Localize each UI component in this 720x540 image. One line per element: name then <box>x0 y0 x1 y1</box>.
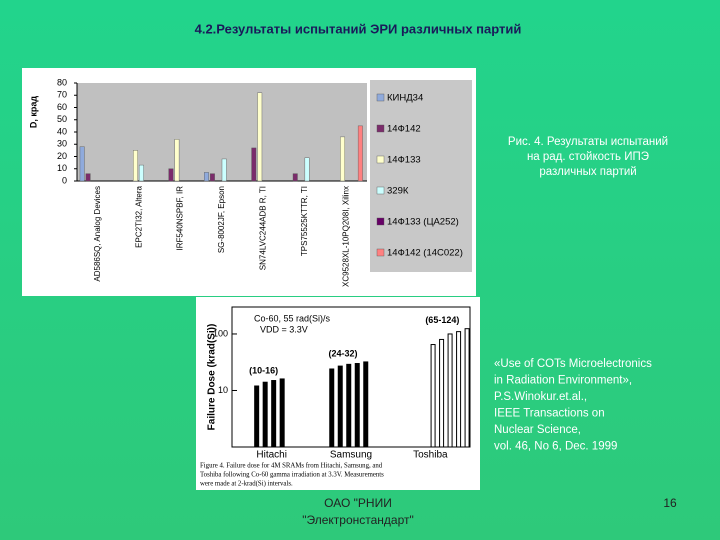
bar <box>304 157 310 182</box>
x-tick-label: SN74LVC244ADB R, TI <box>259 186 268 270</box>
x-tick-label: IRF540NSPBF, IR <box>176 186 185 251</box>
y-axis-label: D, крад <box>28 96 38 129</box>
page-number: 16 <box>663 496 677 510</box>
y-tick-label: 50 <box>57 114 67 124</box>
reference-line: IEEE Transactions on <box>494 408 605 420</box>
y-tick-label: 10 <box>57 163 67 173</box>
bar <box>439 338 445 448</box>
y-tick-label: 0 <box>62 175 67 185</box>
y-tick-label: 10 <box>218 385 228 395</box>
bar <box>85 173 91 182</box>
figure-caption: were made at 2-krad(Si) intervals. <box>200 481 293 488</box>
legend-label: 329К <box>387 186 409 197</box>
bar <box>204 172 209 182</box>
y-tick-label: 70 <box>57 90 67 100</box>
x-tick-label: SG-8002JF, Epson <box>217 186 226 253</box>
bar <box>251 147 257 182</box>
y-tick-label: 20 <box>57 151 67 161</box>
bar <box>133 150 138 182</box>
caption-line: различных партий <box>539 166 636 178</box>
footer-line: "Электронстандарт" <box>302 513 414 527</box>
legend-swatch <box>376 155 385 164</box>
bar <box>363 361 369 448</box>
bar <box>254 385 260 448</box>
legend-swatch <box>376 124 385 133</box>
legend-swatch <box>376 93 385 102</box>
bar <box>340 136 346 182</box>
y-tick-label: 100 <box>213 328 228 338</box>
figure-caption: Figure 4. Failure dose for 4M SRAMs from… <box>200 463 383 470</box>
group-note: (65-124) <box>425 315 459 325</box>
x-tick-label: Toshiba <box>413 450 448 461</box>
legend-label: 14Ф133 (ЦА252) <box>387 217 459 228</box>
bar <box>430 344 436 448</box>
legend-label: 14Ф133 <box>387 155 421 166</box>
y-tick-label: 80 <box>57 77 67 87</box>
bar <box>79 146 85 182</box>
group-note: (10-16) <box>249 365 278 375</box>
bar <box>447 333 453 448</box>
reference-line: Nuclear Science, <box>494 424 581 436</box>
bar <box>221 158 227 182</box>
bar <box>257 92 263 182</box>
annotation: Co-60, 55 rad(Si)/s <box>254 313 331 323</box>
bar <box>329 368 335 448</box>
y-tick-label: 40 <box>57 126 67 136</box>
caption-line: на рад. стойкость ИПЭ <box>527 151 649 163</box>
bar <box>464 328 470 448</box>
x-tick-label: TPS75525KTTR, TI <box>300 186 309 256</box>
bar <box>357 125 363 182</box>
y-tick-label: 60 <box>57 102 67 112</box>
slide-title: 4.2.Результаты испытаний ЭРИ различных п… <box>195 21 522 36</box>
bar <box>292 173 298 182</box>
reference-line: «Use of COTs Microelectronics <box>494 358 652 370</box>
x-tick-label: Hitachi <box>256 450 287 461</box>
caption-line: Рис. 4. Результаты испытаний <box>508 136 668 148</box>
legend-swatch <box>376 217 385 226</box>
bar <box>337 365 343 448</box>
legend-swatch <box>376 186 385 195</box>
bar <box>174 139 180 182</box>
chart: D, крад 0 10 20 30 40 50 60 70 80 AD586SQ, Analog … <box>28 77 463 287</box>
bar <box>138 164 144 182</box>
x-tick-label: Samsung <box>330 450 372 461</box>
legend-label: 14Ф142 (14С022) <box>387 248 463 259</box>
y-axis-label: Failure Dose (krad(Si)) <box>207 324 218 431</box>
legend-swatch <box>376 248 385 257</box>
annotation: VDD = 3.3V <box>260 324 308 334</box>
reference-line: P.S.Winokur.et.al., <box>494 391 587 403</box>
y-tick-label: 30 <box>57 139 67 149</box>
x-tick-label: XC9528XL-10PQ208I, Xilinx <box>341 186 350 287</box>
bar <box>346 363 352 448</box>
reference-line: vol. 46, No 6, Dec. 1999 <box>494 441 617 453</box>
reference-line: in Radiation Environment», <box>494 375 632 387</box>
chart: Failure Dose (krad(Si)) 10 100 Co-60, 55 ra… <box>200 306 471 488</box>
bar <box>168 168 174 182</box>
bar <box>271 380 277 448</box>
legend-label: КИНД34 <box>387 93 423 104</box>
x-tick-label: EPC2TI32, Altera <box>134 185 143 247</box>
footer-line: ОАО "РНИИ <box>324 496 392 510</box>
bar <box>354 363 360 448</box>
group-note: (24-32) <box>328 348 357 358</box>
slide-texts: Рис. 4. Результаты испытаний на рад. стой… <box>302 136 677 527</box>
legend-panel <box>370 80 472 272</box>
figure-caption: Toshiba following Co-60 gamma irradiatio… <box>200 472 384 479</box>
x-tick-label: AD586SQ, Analog Devices <box>93 186 102 282</box>
legend-label: 14Ф142 <box>387 124 421 135</box>
bar <box>262 381 268 448</box>
bar <box>209 173 215 182</box>
bar <box>456 331 462 448</box>
bar <box>279 378 285 448</box>
